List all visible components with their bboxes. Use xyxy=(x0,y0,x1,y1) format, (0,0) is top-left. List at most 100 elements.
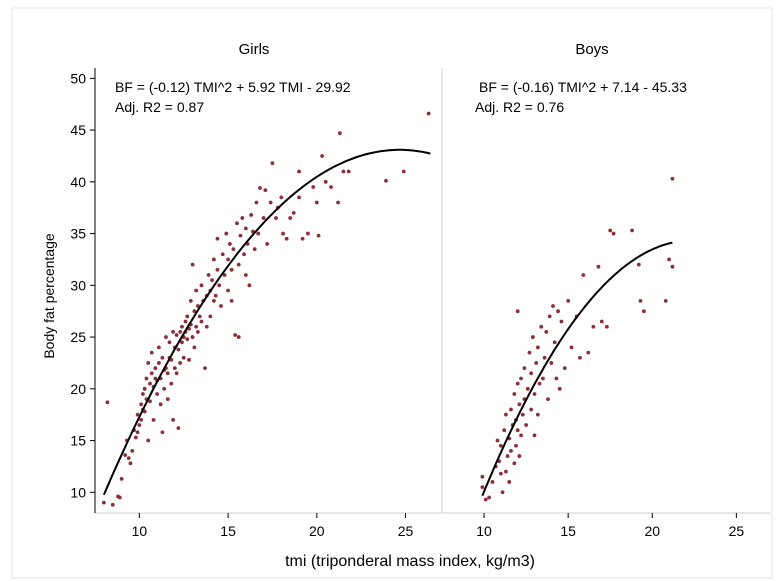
data-point xyxy=(240,216,245,220)
x-tick-label: 25 xyxy=(729,523,745,539)
data-point xyxy=(552,340,557,345)
data-point xyxy=(670,176,675,181)
data-point xyxy=(638,298,643,303)
data-point xyxy=(160,355,165,360)
data-point xyxy=(487,495,491,500)
data-point xyxy=(148,399,152,404)
x-axis-title: tmi (triponderal mass index, kg/m3) xyxy=(285,553,535,570)
data-point xyxy=(162,386,167,391)
data-point xyxy=(139,402,144,407)
data-point xyxy=(535,345,540,350)
data-point xyxy=(504,412,508,417)
data-point xyxy=(515,309,520,314)
data-point xyxy=(346,169,351,174)
data-point xyxy=(630,228,634,233)
data-point xyxy=(532,392,537,396)
data-point xyxy=(502,428,507,433)
data-point xyxy=(194,324,199,329)
data-point xyxy=(539,324,544,329)
data-point xyxy=(151,417,156,422)
data-point xyxy=(517,402,522,407)
data-point xyxy=(549,361,554,365)
x-tick-label: 20 xyxy=(309,523,325,539)
data-point xyxy=(532,433,537,438)
data-point xyxy=(219,304,223,308)
data-point xyxy=(509,449,513,453)
data-point xyxy=(515,381,520,386)
x-tick-label: 15 xyxy=(220,523,236,539)
data-point xyxy=(105,400,110,405)
y-tick-label: 35 xyxy=(70,226,86,242)
y-tick-label: 25 xyxy=(70,329,86,345)
data-point xyxy=(133,435,138,440)
data-point xyxy=(426,111,431,116)
data-point xyxy=(158,402,163,407)
data-point xyxy=(530,335,535,339)
data-point xyxy=(211,257,216,262)
x-tick-label: 20 xyxy=(644,523,660,539)
data-point xyxy=(101,500,106,505)
data-point xyxy=(336,200,340,205)
data-point xyxy=(514,443,518,448)
data-point xyxy=(135,412,140,417)
data-point xyxy=(199,319,204,324)
data-point xyxy=(281,231,285,236)
data-point xyxy=(279,195,284,200)
data-point xyxy=(556,309,560,314)
panel-girls: Girls 10 15 20 25 10 15 20 25 30 35 40 45 50 BF = (-0.… xyxy=(70,41,441,539)
data-point xyxy=(229,298,234,303)
data-point xyxy=(206,273,211,277)
data-point xyxy=(519,433,523,438)
data-point xyxy=(128,461,133,466)
data-point xyxy=(146,438,151,443)
data-point xyxy=(231,247,236,252)
data-point xyxy=(252,247,257,252)
data-point xyxy=(194,288,199,293)
data-point xyxy=(527,350,532,355)
data-point xyxy=(490,480,495,484)
x-tick-label: 10 xyxy=(132,523,148,539)
data-point xyxy=(137,423,142,427)
x-tick-label: 25 xyxy=(398,523,414,539)
panel-title: Girls xyxy=(239,41,270,58)
x-tick-label: 15 xyxy=(560,523,576,539)
data-point xyxy=(192,309,197,314)
data-point xyxy=(498,471,503,476)
data-point xyxy=(608,228,613,233)
data-point xyxy=(611,231,616,236)
data-point xyxy=(258,186,262,190)
data-point xyxy=(401,169,406,174)
data-point xyxy=(211,298,216,303)
data-point xyxy=(181,355,186,360)
data-point xyxy=(135,430,140,435)
fit-annotation: BF = (-0.16) TMI^2 + 7.14 - 45.33 xyxy=(479,79,687,95)
data-point xyxy=(148,381,152,386)
data-point xyxy=(604,324,609,329)
data-point xyxy=(515,428,520,433)
data-point xyxy=(139,417,144,422)
data-point xyxy=(300,236,305,241)
data-point xyxy=(217,283,222,288)
data-point xyxy=(215,236,220,241)
data-point xyxy=(591,324,596,329)
data-point xyxy=(153,366,158,371)
data-point xyxy=(480,474,485,479)
data-point xyxy=(243,273,248,277)
data-point xyxy=(220,252,225,257)
data-point xyxy=(236,262,241,267)
data-point xyxy=(224,231,229,236)
data-point xyxy=(160,430,165,435)
data-point xyxy=(197,314,202,319)
data-point xyxy=(167,340,172,345)
data-point xyxy=(185,337,190,342)
data-point xyxy=(507,480,512,484)
data-point xyxy=(504,469,508,474)
data-point xyxy=(265,242,270,246)
data-point xyxy=(243,226,248,231)
data-point xyxy=(544,329,549,334)
data-point xyxy=(190,335,195,339)
data-point xyxy=(174,333,179,337)
data-point xyxy=(229,267,234,272)
data-point xyxy=(512,461,517,466)
